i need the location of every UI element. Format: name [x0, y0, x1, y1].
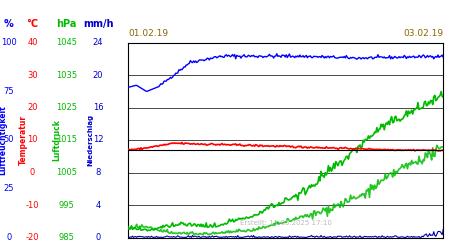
Text: 1015: 1015 — [56, 136, 77, 144]
Text: 20: 20 — [27, 103, 38, 112]
Text: Temperatur: Temperatur — [19, 115, 28, 165]
Text: -10: -10 — [26, 200, 39, 209]
Text: mm/h: mm/h — [83, 19, 113, 29]
Text: 75: 75 — [4, 87, 14, 96]
Text: 0: 0 — [30, 168, 35, 177]
Text: 0: 0 — [6, 233, 12, 242]
Text: 24: 24 — [93, 38, 104, 47]
Text: 50: 50 — [4, 136, 14, 144]
Text: 25: 25 — [4, 184, 14, 193]
Text: Erstellt: 11.05.2025 17:10: Erstellt: 11.05.2025 17:10 — [240, 220, 332, 226]
Text: 30: 30 — [27, 70, 38, 80]
Text: 4: 4 — [95, 200, 101, 209]
Text: 16: 16 — [93, 103, 104, 112]
Text: 1035: 1035 — [56, 70, 77, 80]
Text: hPa: hPa — [56, 19, 77, 29]
Text: Luftfeuchtigkeit: Luftfeuchtigkeit — [0, 105, 7, 175]
Text: 985: 985 — [58, 233, 75, 242]
Text: -20: -20 — [26, 233, 39, 242]
Text: Luftdruck: Luftdruck — [53, 119, 62, 161]
Text: 8: 8 — [95, 168, 101, 177]
Text: 12: 12 — [93, 136, 104, 144]
Text: 100: 100 — [1, 38, 17, 47]
Text: 40: 40 — [27, 38, 38, 47]
Text: 0: 0 — [95, 233, 101, 242]
Text: %: % — [4, 19, 14, 29]
Text: 995: 995 — [58, 200, 74, 209]
Text: Niederschlag: Niederschlag — [87, 114, 93, 166]
Text: 1025: 1025 — [56, 103, 77, 112]
Text: °C: °C — [27, 19, 38, 29]
Text: 01.02.19: 01.02.19 — [128, 29, 168, 38]
Text: 03.02.19: 03.02.19 — [403, 29, 443, 38]
Text: 1005: 1005 — [56, 168, 77, 177]
Text: 10: 10 — [27, 136, 38, 144]
Text: 1045: 1045 — [56, 38, 77, 47]
Text: 20: 20 — [93, 70, 104, 80]
